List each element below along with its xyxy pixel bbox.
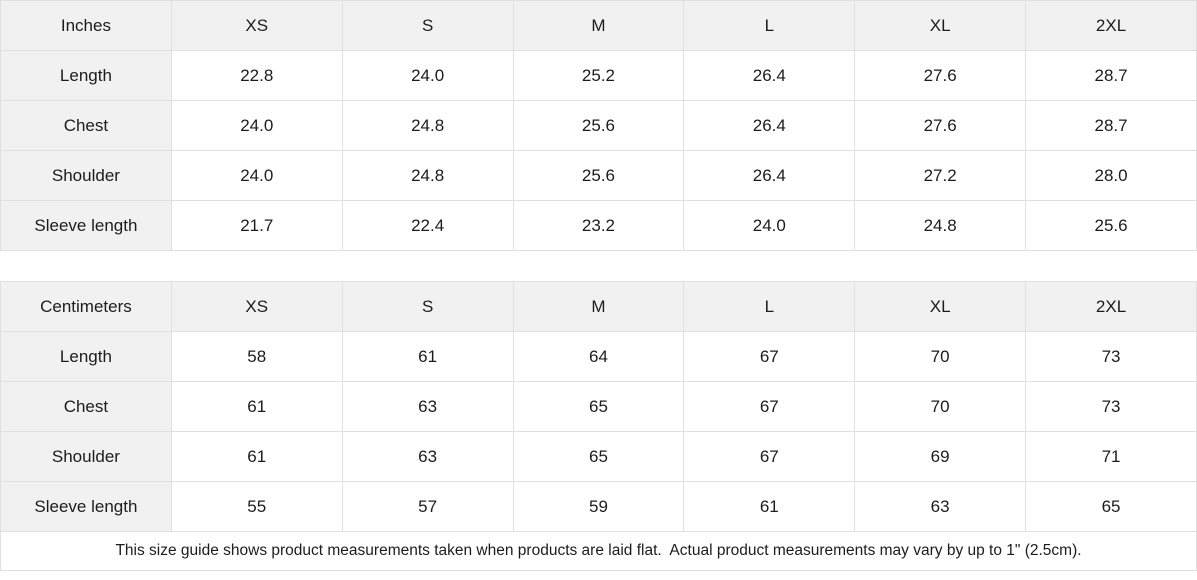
- measurement-cell: 70: [854, 331, 1027, 382]
- centimeters-header-row: Centimeters XS S M L XL 2XL: [0, 281, 1197, 332]
- measurement-cell: 21.7: [170, 200, 343, 251]
- measurement-cell: 24.0: [170, 150, 343, 201]
- measurement-cell: 26.4: [683, 50, 856, 101]
- measurement-cell: 28.7: [1025, 100, 1197, 151]
- inches-size-header-xl: XL: [854, 0, 1027, 51]
- measurement-cell: 65: [512, 381, 685, 432]
- measurement-cell: 25.2: [512, 50, 685, 101]
- centimeters-row-length: Length 58 61 64 67 70 73: [0, 331, 1197, 382]
- measurement-cell: 25.6: [512, 150, 685, 201]
- row-label: Sleeve length: [0, 481, 172, 532]
- centimeters-size-header-xs: XS: [170, 281, 343, 332]
- measurement-cell: 25.6: [512, 100, 685, 151]
- inches-row-chest: Chest 24.0 24.8 25.6 26.4 27.6 28.7: [0, 100, 1197, 151]
- row-label: Length: [0, 331, 172, 382]
- measurement-cell: 26.4: [683, 100, 856, 151]
- measurement-cell: 63: [341, 431, 514, 482]
- inches-row-length: Length 22.8 24.0 25.2 26.4 27.6 28.7: [0, 50, 1197, 101]
- inches-header-row: Inches XS S M L XL 2XL: [0, 0, 1197, 51]
- row-label: Shoulder: [0, 431, 172, 482]
- measurement-cell: 24.8: [341, 100, 514, 151]
- measurement-cell: 70: [854, 381, 1027, 432]
- inches-row-shoulder: Shoulder 24.0 24.8 25.6 26.4 27.2 28.0: [0, 150, 1197, 201]
- centimeters-size-header-xl: XL: [854, 281, 1027, 332]
- size-guide-disclaimer: This size guide shows product measuremen…: [0, 532, 1197, 571]
- measurement-cell: 58: [170, 331, 343, 382]
- centimeters-row-chest: Chest 61 63 65 67 70 73: [0, 381, 1197, 432]
- row-label: Length: [0, 50, 172, 101]
- centimeters-size-table: Centimeters XS S M L XL 2XL Length 58 61…: [0, 281, 1197, 532]
- centimeters-size-header-s: S: [341, 281, 514, 332]
- inches-unit-header: Inches: [0, 0, 172, 51]
- measurement-cell: 71: [1025, 431, 1197, 482]
- measurement-cell: 25.6: [1025, 200, 1197, 251]
- inches-row-sleeve-length: Sleeve length 21.7 22.4 23.2 24.0 24.8 2…: [0, 200, 1197, 251]
- row-label: Sleeve length: [0, 200, 172, 251]
- inches-size-header-l: L: [683, 0, 856, 51]
- measurement-cell: 28.0: [1025, 150, 1197, 201]
- row-label: Chest: [0, 381, 172, 432]
- row-label: Chest: [0, 100, 172, 151]
- centimeters-row-sleeve-length: Sleeve length 55 57 59 61 63 65: [0, 481, 1197, 532]
- inches-size-table: Inches XS S M L XL 2XL Length 22.8 24.0 …: [0, 0, 1197, 251]
- measurement-cell: 67: [683, 331, 856, 382]
- centimeters-size-header-l: L: [683, 281, 856, 332]
- measurement-cell: 61: [341, 331, 514, 382]
- measurement-cell: 67: [683, 381, 856, 432]
- inches-size-header-2xl: 2XL: [1025, 0, 1197, 51]
- measurement-cell: 26.4: [683, 150, 856, 201]
- measurement-cell: 24.8: [341, 150, 514, 201]
- row-label: Shoulder: [0, 150, 172, 201]
- measurement-cell: 59: [512, 481, 685, 532]
- measurement-cell: 65: [1025, 481, 1197, 532]
- measurement-cell: 57: [341, 481, 514, 532]
- measurement-cell: 27.6: [854, 100, 1027, 151]
- centimeters-row-shoulder: Shoulder 61 63 65 67 69 71: [0, 431, 1197, 482]
- measurement-cell: 61: [170, 431, 343, 482]
- centimeters-size-header-m: M: [512, 281, 685, 332]
- centimeters-size-header-2xl: 2XL: [1025, 281, 1197, 332]
- measurement-cell: 73: [1025, 381, 1197, 432]
- measurement-cell: 65: [512, 431, 685, 482]
- centimeters-unit-header: Centimeters: [0, 281, 172, 332]
- measurement-cell: 23.2: [512, 200, 685, 251]
- measurement-cell: 28.7: [1025, 50, 1197, 101]
- measurement-cell: 27.2: [854, 150, 1027, 201]
- table-gap-spacer: [0, 251, 1197, 281]
- measurement-cell: 64: [512, 331, 685, 382]
- measurement-cell: 55: [170, 481, 343, 532]
- measurement-cell: 73: [1025, 331, 1197, 382]
- measurement-cell: 63: [854, 481, 1027, 532]
- measurement-cell: 22.8: [170, 50, 343, 101]
- inches-size-header-xs: XS: [170, 0, 343, 51]
- measurement-cell: 24.0: [683, 200, 856, 251]
- measurement-cell: 24.8: [854, 200, 1027, 251]
- measurement-cell: 67: [683, 431, 856, 482]
- measurement-cell: 24.0: [170, 100, 343, 151]
- measurement-cell: 61: [170, 381, 343, 432]
- inches-size-header-s: S: [341, 0, 514, 51]
- measurement-cell: 61: [683, 481, 856, 532]
- inches-size-header-m: M: [512, 0, 685, 51]
- measurement-cell: 22.4: [341, 200, 514, 251]
- measurement-cell: 69: [854, 431, 1027, 482]
- measurement-cell: 27.6: [854, 50, 1027, 101]
- measurement-cell: 24.0: [341, 50, 514, 101]
- measurement-cell: 63: [341, 381, 514, 432]
